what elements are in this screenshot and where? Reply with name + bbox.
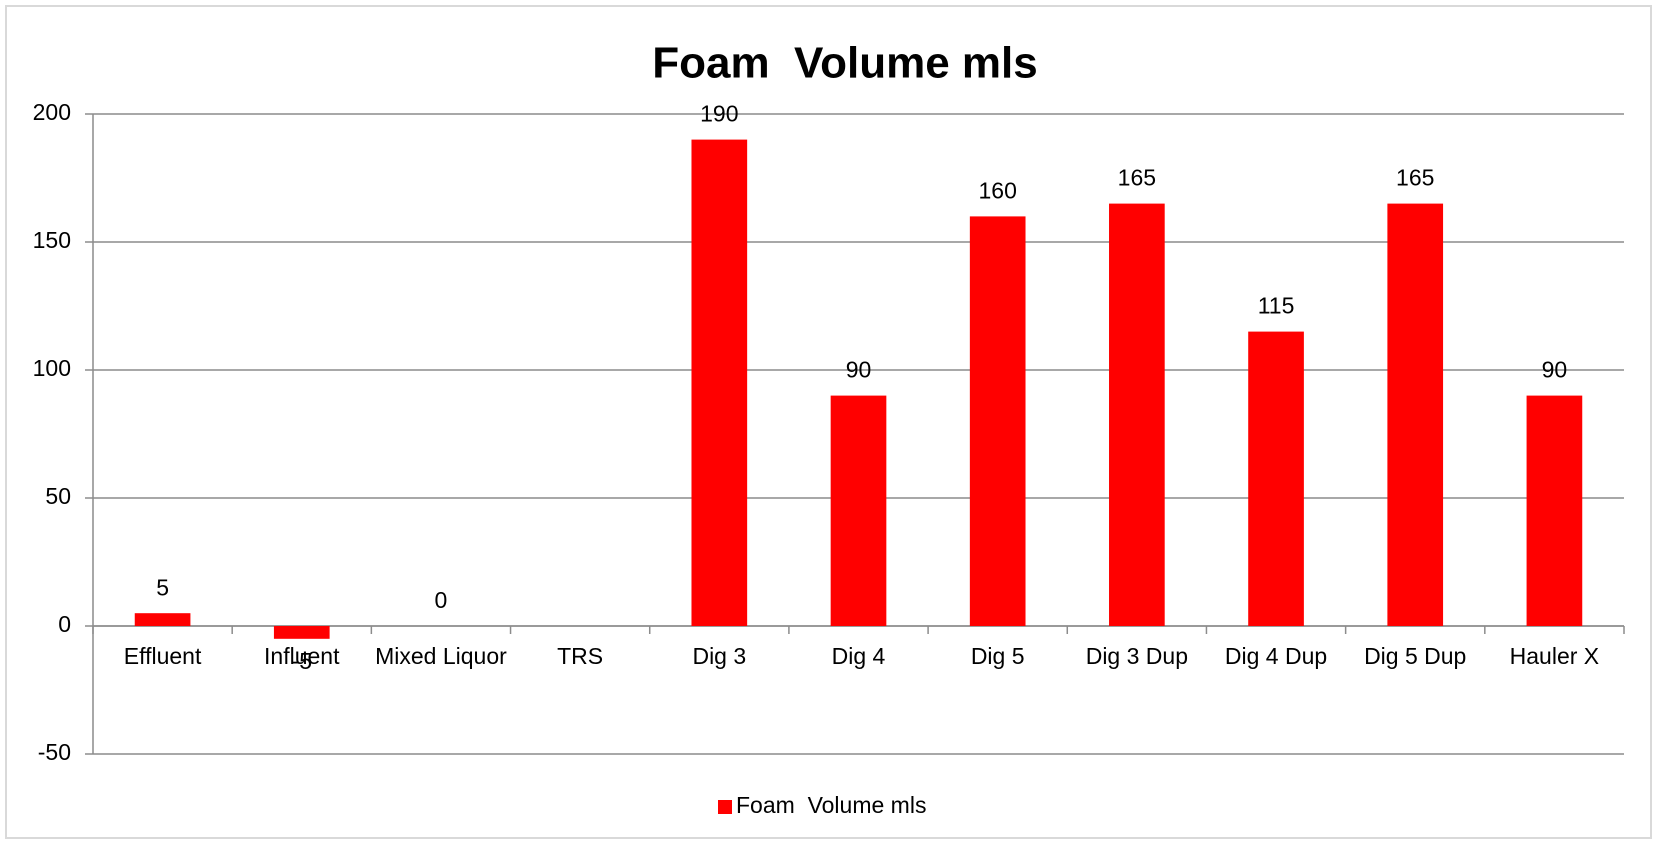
bar — [691, 139, 748, 626]
y-tick-label: 50 — [45, 483, 71, 509]
x-tick-label: Hauler X — [1509, 643, 1600, 669]
x-tick-label: Dig 3 Dup — [1085, 643, 1188, 669]
chart-title: Foam Volume mls — [652, 39, 1038, 88]
x-tick-label: Dig 3 — [692, 643, 747, 669]
y-tick-label: 100 — [33, 355, 71, 381]
x-tick-label: Dig 5 Dup — [1364, 643, 1467, 669]
y-tick-label: 150 — [33, 227, 71, 253]
data-label: 5 — [156, 574, 169, 600]
data-label: 90 — [846, 357, 872, 383]
y-tick-label: -50 — [38, 739, 71, 765]
data-label: -5 — [292, 648, 312, 674]
bar — [1387, 203, 1444, 626]
bar — [1109, 203, 1165, 626]
x-tick-label: Influent — [264, 643, 340, 669]
legend-label: Foam Volume mls — [736, 792, 926, 818]
chart-frame — [5, 5, 1652, 839]
bar — [830, 395, 887, 626]
bar — [1248, 331, 1304, 626]
data-label: 190 — [700, 101, 738, 127]
x-tick-label: Dig 4 — [831, 643, 886, 669]
data-label: 160 — [978, 177, 1016, 203]
data-label: 165 — [1118, 165, 1156, 191]
data-label: 115 — [1258, 293, 1295, 319]
data-label: 90 — [1542, 357, 1568, 383]
bar — [969, 216, 1026, 626]
data-label: 0 — [435, 587, 448, 613]
x-tick-label: Dig 5 — [970, 643, 1025, 669]
y-tick-label: 200 — [33, 99, 71, 125]
data-label: 165 — [1396, 165, 1434, 191]
x-tick-label: Effluent — [123, 643, 202, 669]
x-tick-label: Dig 4 Dup — [1224, 643, 1328, 669]
legend-swatch — [718, 800, 732, 814]
bar — [273, 626, 330, 639]
bar — [134, 613, 191, 626]
x-tick-label: Mixed Liquor — [375, 643, 507, 669]
y-tick-label: 0 — [58, 611, 71, 637]
x-tick-label: TRS — [557, 643, 604, 669]
bar — [1526, 395, 1583, 626]
